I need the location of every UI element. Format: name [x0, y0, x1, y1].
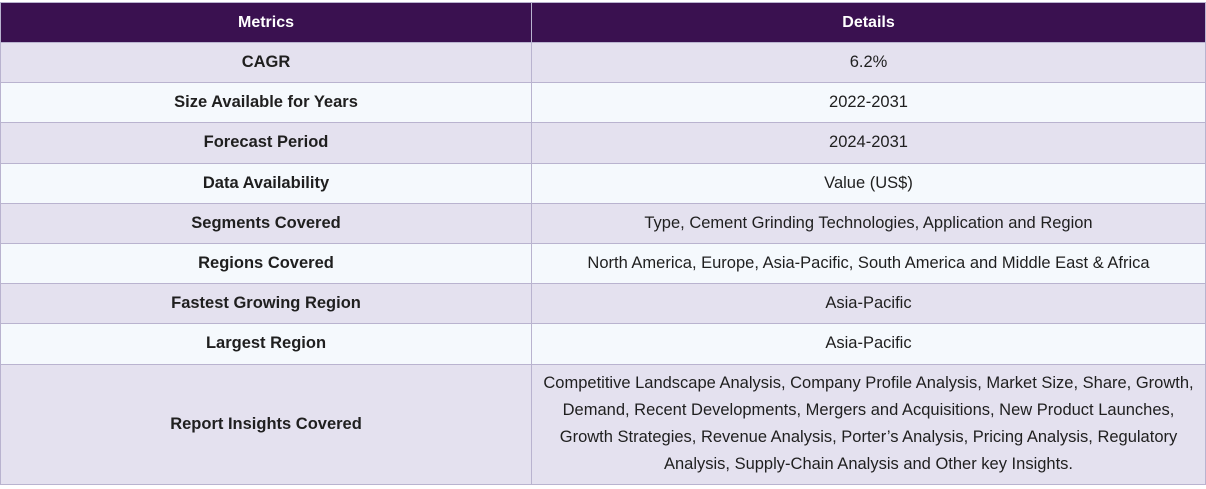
- table-row-report-insights: Report Insights Covered Competitive Land…: [0, 363, 1206, 485]
- detail-cell: 6.2%: [531, 41, 1206, 84]
- metric-cell: Fastest Growing Region: [0, 283, 532, 325]
- detail-cell: Competitive Landscape Analysis, Company …: [531, 363, 1206, 485]
- metric-cell: Report Insights Covered: [0, 363, 532, 485]
- detail-cell: North America, Europe, Asia-Pacific, Sou…: [531, 242, 1206, 285]
- details-column-header: Details: [531, 2, 1206, 43]
- metric-cell: Regions Covered: [0, 242, 532, 285]
- metrics-column-header: Metrics: [0, 2, 532, 43]
- detail-cell: Type, Cement Grinding Technologies, Appl…: [531, 202, 1206, 244]
- detail-cell: Value (US$): [531, 162, 1206, 204]
- metric-cell: Forecast Period: [0, 122, 532, 164]
- metric-cell: Segments Covered: [0, 202, 532, 244]
- detail-cell: Asia-Pacific: [531, 283, 1206, 325]
- metric-cell: CAGR: [0, 41, 532, 84]
- table-row-cagr: CAGR 6.2%: [0, 41, 1206, 84]
- table-row-fastest-region: Fastest Growing Region Asia-Pacific: [0, 283, 1206, 325]
- table-row-largest-region: Largest Region Asia-Pacific: [0, 323, 1206, 365]
- table-header-row: Metrics Details: [0, 2, 1206, 43]
- detail-cell: Asia-Pacific: [531, 323, 1206, 365]
- table-row-segments: Segments Covered Type, Cement Grinding T…: [0, 202, 1206, 244]
- table-row-forecast-period: Forecast Period 2024-2031: [0, 122, 1206, 164]
- detail-cell: 2024-2031: [531, 122, 1206, 164]
- table-row-data-availability: Data Availability Value (US$): [0, 162, 1206, 204]
- metric-cell: Data Availability: [0, 162, 532, 204]
- table-row-size-years: Size Available for Years 2022-2031: [0, 82, 1206, 124]
- table-row-regions: Regions Covered North America, Europe, A…: [0, 242, 1206, 285]
- metric-cell: Size Available for Years: [0, 82, 532, 124]
- metric-cell: Largest Region: [0, 323, 532, 365]
- detail-cell: 2022-2031: [531, 82, 1206, 124]
